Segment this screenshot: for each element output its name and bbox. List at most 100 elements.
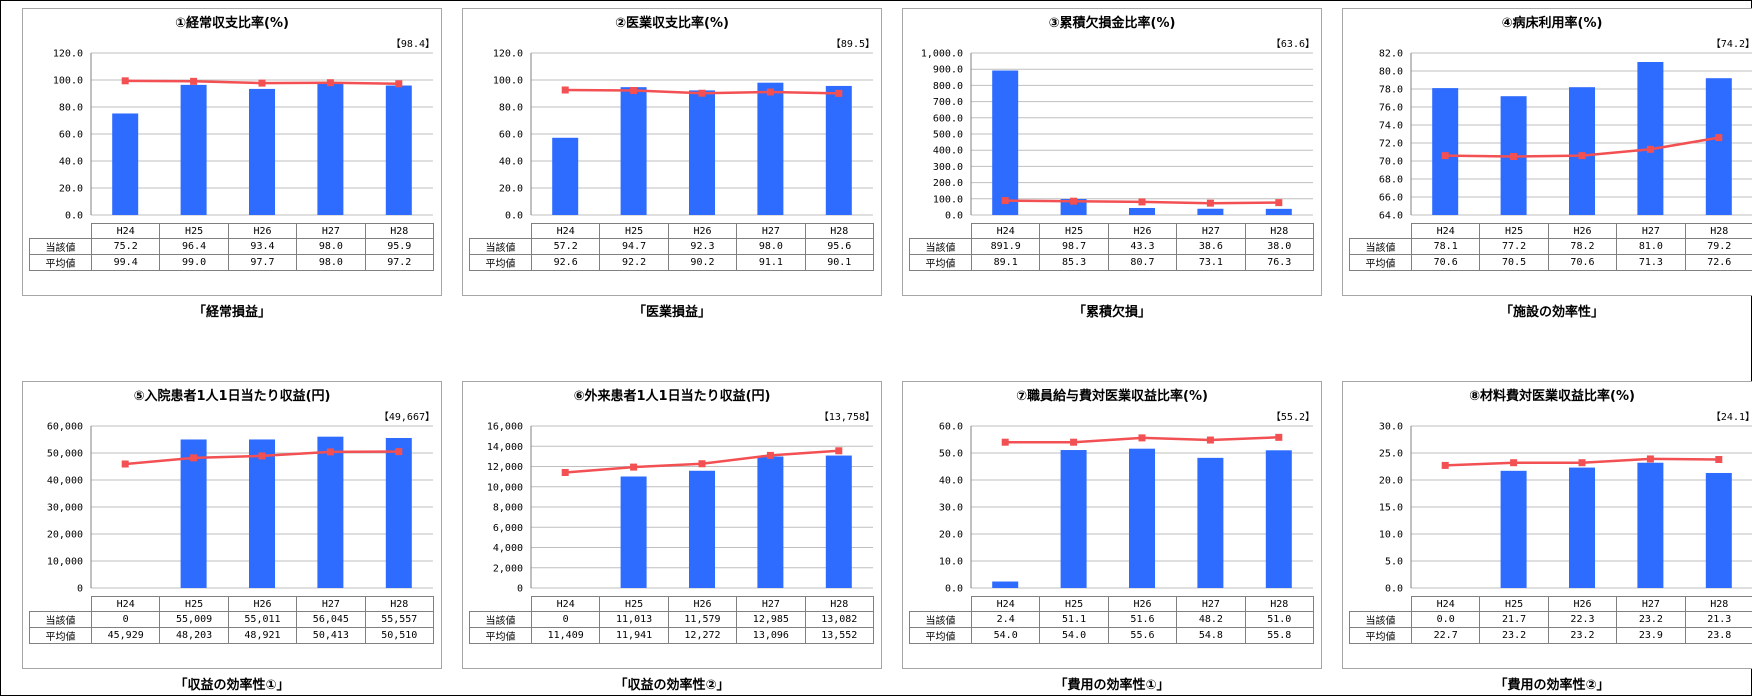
x-category-label: H27 <box>296 223 366 239</box>
y-tick-label: 50.0 <box>939 449 963 460</box>
table-cell: 96.4 <box>159 238 229 255</box>
y-tick-label: 8,000 <box>493 503 523 514</box>
y-tick-label: 0.0 <box>945 211 963 222</box>
y-tick-label: 15.0 <box>1379 503 1403 514</box>
chart-title: ⑦職員給与費対医業収益比率(%) <box>1016 389 1208 404</box>
y-tick-label: 78.0 <box>1379 85 1403 96</box>
table-cell: 23.2 <box>1547 627 1618 644</box>
row-label: 平均値 <box>909 254 972 271</box>
average-point-H27 <box>326 79 334 87</box>
bar-H27 <box>1197 208 1224 215</box>
table-cell: 55,009 <box>159 611 229 628</box>
x-category-label: H26 <box>227 596 298 612</box>
y-tick-label: 20,000 <box>47 530 83 541</box>
row-label: 当該値 <box>909 611 972 628</box>
x-category-label: H26 <box>1547 596 1618 612</box>
reference-value: 【74.2】 <box>1710 39 1752 50</box>
y-tick-label: 100.0 <box>53 76 83 87</box>
table-cell: 48,921 <box>227 627 298 644</box>
table-cell: 54.0 <box>970 627 1041 644</box>
average-point-H26 <box>1578 459 1586 467</box>
chart-caption: 「収益の効率性①」 <box>174 678 290 693</box>
row-label: 当該値 <box>469 238 532 255</box>
table-cell: 43.3 <box>1107 238 1178 255</box>
x-category-label: H26 <box>1107 596 1178 612</box>
average-point-H24 <box>1441 461 1449 469</box>
average-point-H27 <box>1646 145 1654 153</box>
table-cell: 13,082 <box>804 611 874 628</box>
chart-panel-4: ④病床利用率(%) 【74.2】 64.0 66.0 68.0 70.0 72.0 74.0 7… <box>1342 8 1752 296</box>
x-category-label: H28 <box>364 596 434 612</box>
table-cell: 38.0 <box>1244 238 1314 255</box>
bar-H27 <box>1637 462 1664 588</box>
bar-H26 <box>689 90 715 215</box>
y-tick-label: 600.0 <box>933 113 963 124</box>
reference-value: 【63.6】 <box>1270 39 1315 50</box>
chart-title: ⑥外来患者1人1日当たり収益(円) <box>573 389 771 404</box>
bar-H24 <box>552 137 579 215</box>
y-tick-label: 120.0 <box>53 49 83 60</box>
x-category-label: H24 <box>970 596 1041 612</box>
y-tick-label: 5.0 <box>1385 557 1403 568</box>
table-cell: 51.1 <box>1039 611 1109 628</box>
y-tick-label: 20.0 <box>1379 476 1403 487</box>
bar-H25 <box>620 87 647 215</box>
y-tick-label: 30.0 <box>1379 422 1403 433</box>
chart-title: ③累積欠損金比率(%) <box>1048 16 1176 31</box>
x-category-label: H25 <box>1039 223 1109 239</box>
table-cell: 23.8 <box>1684 627 1752 644</box>
y-tick-label: 900.0 <box>933 65 963 76</box>
x-category-label: H26 <box>667 596 738 612</box>
table-corner <box>29 223 92 239</box>
average-point-H27 <box>1206 436 1214 444</box>
y-tick-label: 2,000 <box>493 563 523 574</box>
table-row: 当該値 2.4 51.1 51.6 48.2 51.0 <box>909 611 1314 628</box>
bar-H27 <box>1637 62 1664 215</box>
average-point-H28 <box>1275 199 1283 207</box>
table-cell: 23.2 <box>1616 611 1686 628</box>
table-cell: 95.6 <box>804 238 874 255</box>
table-row: 当該値 78.1 77.2 78.2 81.0 79.2 <box>1349 238 1752 255</box>
y-tick-label: 66.0 <box>1379 193 1403 204</box>
average-point-H28 <box>395 448 403 456</box>
x-category-label: H25 <box>1479 223 1549 239</box>
table-cell: 90.1 <box>804 254 874 271</box>
y-tick-label: 60,000 <box>47 422 83 433</box>
y-tick-label: 72.0 <box>1379 139 1403 150</box>
x-category-label: H24 <box>530 596 601 612</box>
average-point-H24 <box>561 86 569 94</box>
average-point-H24 <box>1001 197 1009 205</box>
x-category-label: H27 <box>736 596 806 612</box>
data-table: H24 H25 H26 H27 H28 当該値 0.0 21.7 22.3 23.2 21.3 平均値… <box>1349 596 1752 644</box>
y-tick-label: 80.0 <box>499 103 523 114</box>
table-corner <box>1349 223 1412 239</box>
x-category-label: H25 <box>599 596 669 612</box>
bar-H25 <box>180 439 207 588</box>
average-point-H26 <box>698 460 706 468</box>
x-category-label: H26 <box>1547 223 1618 239</box>
row-label: 平均値 <box>469 254 532 271</box>
bar-H26 <box>1129 207 1155 215</box>
x-category-label: H26 <box>1107 223 1178 239</box>
x-category-label: H28 <box>364 223 434 239</box>
x-category-label: H25 <box>1039 596 1109 612</box>
table-cell: 11,013 <box>599 611 669 628</box>
bar-H27 <box>317 82 344 215</box>
row-label: 当該値 <box>469 611 532 628</box>
data-table: H24 H25 H26 H27 H28 当該値 57.2 94.7 92.3 98.0 95.6 平均… <box>469 223 874 271</box>
chart-panel-6: ⑥外来患者1人1日当たり収益(円) 【13,758】 0 2,000 4,000 6,00… <box>462 381 882 669</box>
table-row: 平均値 99.4 99.0 97.7 98.0 97.2 <box>29 254 434 271</box>
table-row: 平均値 70.6 70.5 70.6 71.3 72.6 <box>1349 254 1752 271</box>
chart-plot: 0.0 10.0 20.0 30.0 40.0 50.0 60.0 <box>939 422 1313 595</box>
average-point-H25 <box>1510 153 1518 160</box>
chart-title: ⑧材料費対医業収益比率(%) <box>1469 389 1635 404</box>
average-point-H24 <box>1441 152 1449 160</box>
table-cell: 13,096 <box>736 627 806 644</box>
y-tick-label: 120.0 <box>493 49 523 60</box>
y-tick-label: 20.0 <box>499 184 523 195</box>
y-tick-label: 500.0 <box>933 130 963 141</box>
chart-title: ④病床利用率(%) <box>1501 16 1603 31</box>
table-cell: 22.7 <box>1410 627 1481 644</box>
row-label: 平均値 <box>29 627 92 644</box>
bar-H28 <box>825 455 852 588</box>
